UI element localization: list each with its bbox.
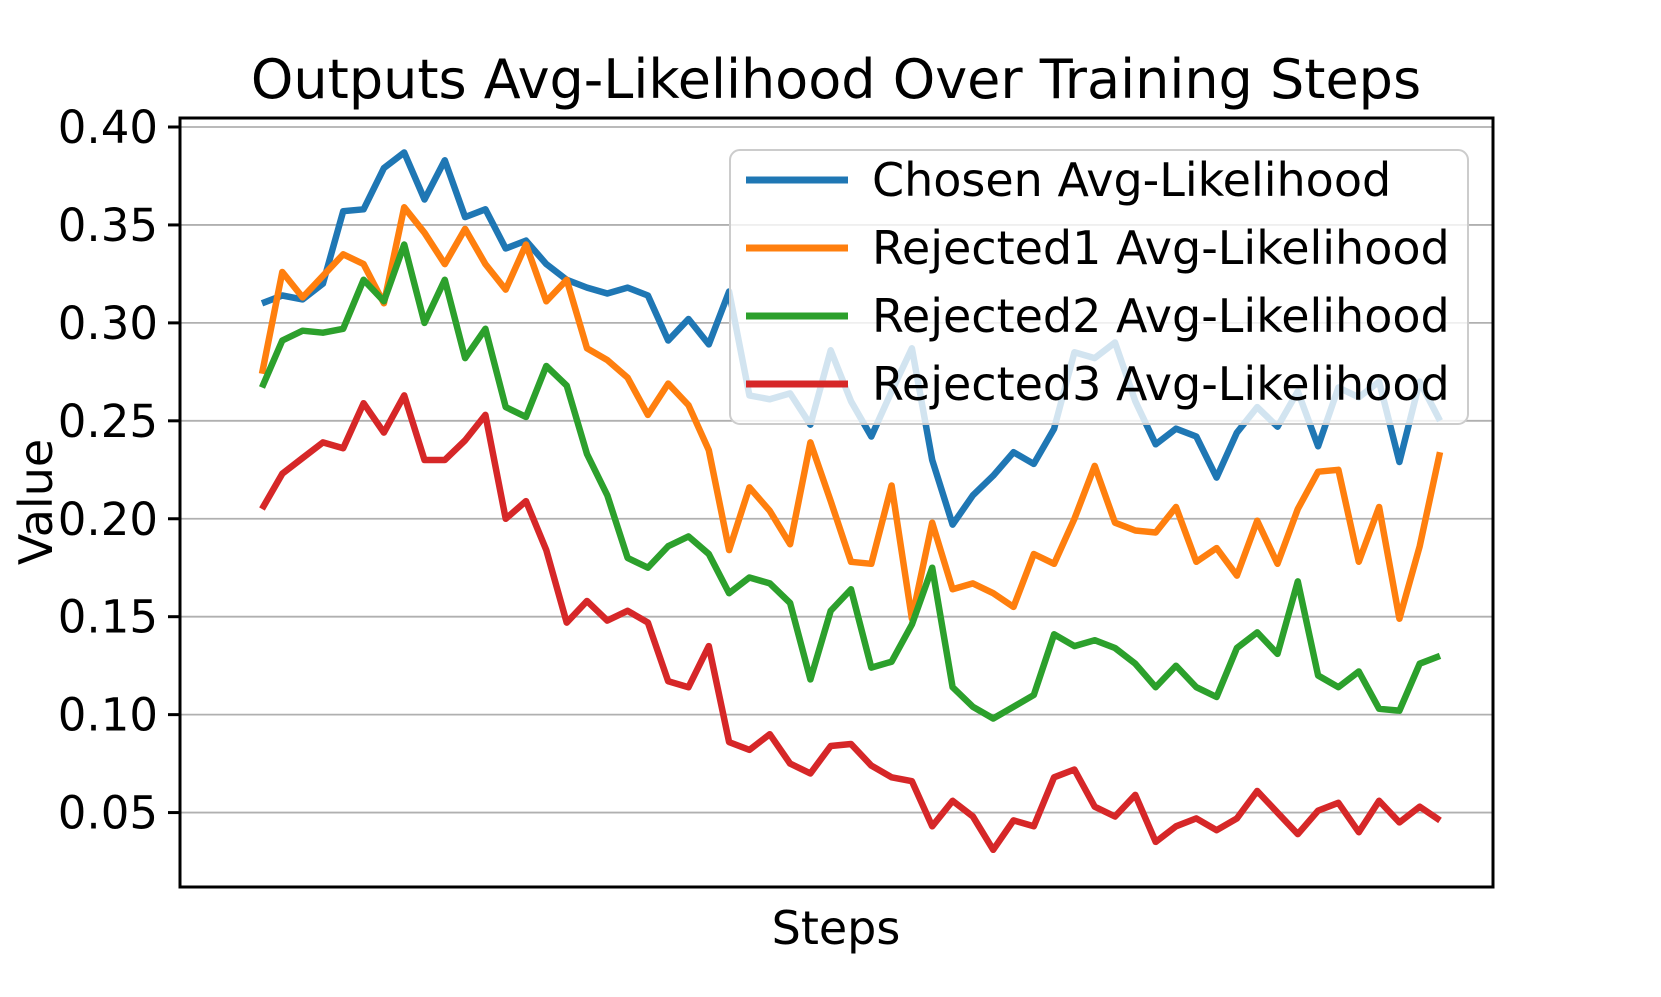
- series-line-rejected3: [259, 392, 1442, 854]
- legend-item-chosen: Chosen Avg-Likelihood: [746, 153, 1391, 207]
- legend-label-chosen: Chosen Avg-Likelihood: [872, 153, 1391, 207]
- y-tick-label: 0.20: [58, 493, 158, 546]
- series-line-rejected2: [259, 241, 1442, 722]
- chart-title: Outputs Avg-Likelihood Over Training Ste…: [251, 48, 1421, 111]
- y-axis-ticks: 0.40 0.35 0.30 0.25 0.20 0.15 0.10 0.05: [58, 101, 180, 840]
- y-tick-label: 0.25: [58, 395, 158, 448]
- legend-label-rejected3: Rejected3 Avg-Likelihood: [872, 357, 1450, 411]
- y-tick-label: 0.15: [58, 591, 158, 644]
- y-tick-label: 0.35: [58, 199, 158, 252]
- legend-item-rejected3: Rejected3 Avg-Likelihood: [746, 357, 1450, 411]
- series-line-rejected1: [258, 204, 1444, 622]
- legend-item-rejected2: Rejected2 Avg-Likelihood: [746, 289, 1450, 343]
- legend-label-rejected1: Rejected1 Avg-Likelihood: [872, 221, 1450, 275]
- y-axis-label: Value: [9, 439, 63, 565]
- x-axis-label: Steps: [772, 901, 901, 955]
- legend-box: [729, 149, 1469, 425]
- legend-item-rejected1: Rejected1 Avg-Likelihood: [746, 221, 1450, 275]
- legend-label-rejected2: Rejected2 Avg-Likelihood: [872, 289, 1450, 343]
- legend: Chosen Avg-Likelihood Rejected1 Avg-Like…: [729, 149, 1469, 425]
- y-tick-label: 0.05: [58, 787, 158, 840]
- y-tick-label: 0.40: [58, 101, 158, 154]
- axes-spines: [178, 116, 1495, 889]
- y-tick-label: 0.10: [58, 689, 158, 742]
- y-tick-label: 0.30: [58, 297, 158, 350]
